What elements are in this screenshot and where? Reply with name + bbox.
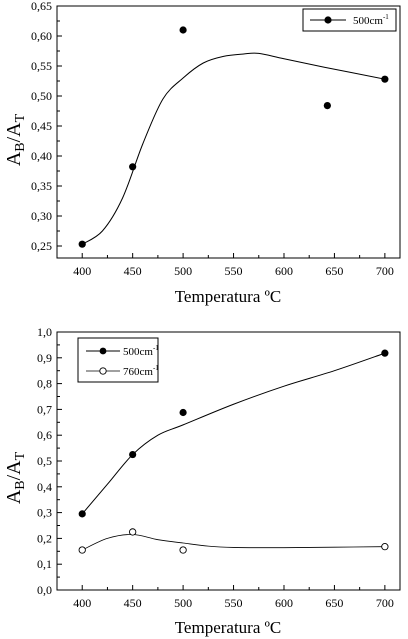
chart-2-ylabel-a: A — [3, 489, 25, 504]
chart-1-legend: 500cm-1 — [302, 8, 397, 32]
chart-1-y-tick-label: 0,30 — [31, 209, 52, 223]
chart-1-ylabel-sub-t: T — [13, 113, 28, 122]
chart-1-points — [78, 26, 389, 248]
chart-1-series-0-fit-line — [81, 52, 385, 245]
chart-1-y-tick-label: 0,35 — [31, 179, 52, 193]
svg-text:500cm-1: 500cm-1 — [123, 344, 159, 358]
chart-2-legend-label-760: 760cm — [123, 366, 153, 378]
chart-2-legend-marker-760 — [99, 367, 107, 375]
chart-1-y-tick-label: 0,45 — [31, 119, 52, 133]
chart-1-ylabel-mid: /A — [3, 122, 25, 143]
chart-2-series-0-point — [381, 349, 389, 357]
chart-1-y-tick-label: 0,40 — [31, 149, 52, 163]
chart-2-y-tick-label: 0,7 — [37, 402, 52, 416]
chart-2-y-tick-label: 0,0 — [37, 583, 52, 597]
chart-1-series-0-point — [78, 240, 86, 248]
chart-1-plot-frame — [56, 5, 401, 259]
chart-2-y-tick-label: 0,8 — [37, 377, 52, 391]
chart-1-ticks: 400 450 500 550 600 650 700 0,25 0,30 0,35 0,40 0,4… — [31, 0, 394, 278]
chart-1-legend-label: 500cm — [353, 15, 383, 27]
chart-1-y-tick-label: 0,55 — [31, 59, 52, 73]
chart-2-x-tick-label: 650 — [325, 596, 343, 610]
chart-1-x-tick-label: 400 — [73, 264, 91, 278]
chart-1-series-0-point — [381, 75, 389, 83]
chart-1-y-axis-title: AB/AT — [3, 113, 28, 166]
chart-2-series-1-point — [179, 546, 187, 554]
chart-2-y-tick-label: 1,0 — [37, 325, 52, 339]
chart-2-series-1-point — [129, 528, 137, 536]
chart-2-series-0-point — [179, 408, 187, 417]
chart-1-series-0-point — [179, 26, 187, 34]
chart-2-y-tick-label: 0,1 — [37, 557, 52, 571]
chart-2-x-tick-label: 550 — [225, 596, 243, 610]
svg-text:AB/AT: AB/AT — [3, 113, 28, 166]
chart-2-series-1-point — [78, 546, 86, 554]
chart-1-x-tick-label: 450 — [124, 264, 142, 278]
chart-2-fit-lines — [81, 352, 386, 551]
chart-2-legend-label-500: 500cm — [123, 346, 153, 358]
chart-1-ylabel-sub-b: B — [13, 142, 28, 151]
chart-2-series-0-point — [78, 510, 86, 518]
chart-2-y-tick-label: 0,9 — [37, 351, 52, 365]
chart-1-x-tick-label: 500 — [174, 264, 192, 278]
chart-2-legend-sup-500: -1 — [153, 344, 159, 352]
chart-2-series-1-point — [381, 543, 389, 551]
chart-1-series-0-point — [323, 102, 331, 110]
chart-2-legend-sup-760: -1 — [153, 364, 159, 372]
chart-1-legend-marker — [324, 16, 332, 24]
chart-2-ylabel-sub-t: T — [13, 451, 28, 460]
chart-2-series-0-point — [129, 450, 137, 459]
chart-2-y-tick-label: 0,4 — [37, 480, 52, 494]
chart-1-fit-lines — [81, 52, 385, 245]
chart-2-series-1-fit-line — [82, 534, 385, 551]
chart-2-x-tick-label: 600 — [275, 596, 293, 610]
chart-1-y-tick-label: 0,50 — [31, 89, 52, 103]
chart-1-legend-sup: -1 — [383, 13, 389, 21]
chart-2-series-0-fit-line — [81, 352, 386, 515]
chart-1-legend-box — [302, 8, 397, 32]
svg-text:AB/AT: AB/AT — [3, 451, 28, 504]
chart-2-x-tick-label: 500 — [174, 596, 192, 610]
chart-2-legend: 500cm-1 760cm-1 — [77, 337, 159, 383]
chart-2-points — [78, 349, 389, 554]
chart-2-y-axis-title: AB/AT — [3, 451, 28, 504]
chart-2-y-tick-label: 0,3 — [37, 506, 52, 520]
chart-2-ylabel-sub-b: B — [13, 480, 28, 489]
chart-2-ylabel-mid: /A — [3, 460, 25, 481]
chart-2-legend-box — [77, 337, 159, 383]
chart-2-y-tick-label: 0,2 — [37, 531, 52, 545]
svg-text:760cm-1: 760cm-1 — [123, 364, 159, 378]
chart-2-x-tick-label: 450 — [124, 596, 142, 610]
svg-text:500cm-1: 500cm-1 — [353, 13, 389, 27]
chart-1-y-tick-label: 0,60 — [31, 29, 52, 43]
chart-1-y-tick-label: 0,65 — [31, 0, 52, 13]
chart-1-x-tick-label: 550 — [225, 264, 243, 278]
chart-2: 400 450 500 550 600 650 700 0,0 0,1 0,2 0,3 0,4 0,5 0… — [3, 325, 401, 637]
chart-2-y-tick-label: 0,5 — [37, 454, 52, 468]
chart-2-legend-marker-500 — [99, 347, 107, 355]
chart-1-ylabel-a: A — [3, 151, 25, 166]
chart-1-series-0-point — [129, 163, 137, 171]
chart-2-x-tick-label: 700 — [376, 596, 394, 610]
chart-2-x-axis-title: Temperatura ºC — [175, 618, 282, 637]
chart-2-ticks: 400 450 500 550 600 650 700 0,0 0,1 0,2 0,3 0,4 0,5 0… — [37, 325, 394, 610]
chart-1-x-axis-title: Temperatura ºC — [175, 287, 282, 306]
chart-1: 400 450 500 550 600 650 700 0,25 0,30 0,35 0,40 0,4… — [3, 0, 401, 306]
chart-1-x-tick-label: 650 — [325, 264, 343, 278]
chart-1-y-tick-label: 0,25 — [31, 239, 52, 253]
chart-2-y-tick-label: 0,6 — [37, 428, 52, 442]
chart-2-x-tick-label: 400 — [73, 596, 91, 610]
chart-1-x-tick-label: 700 — [376, 264, 394, 278]
chart-1-x-tick-label: 600 — [275, 264, 293, 278]
